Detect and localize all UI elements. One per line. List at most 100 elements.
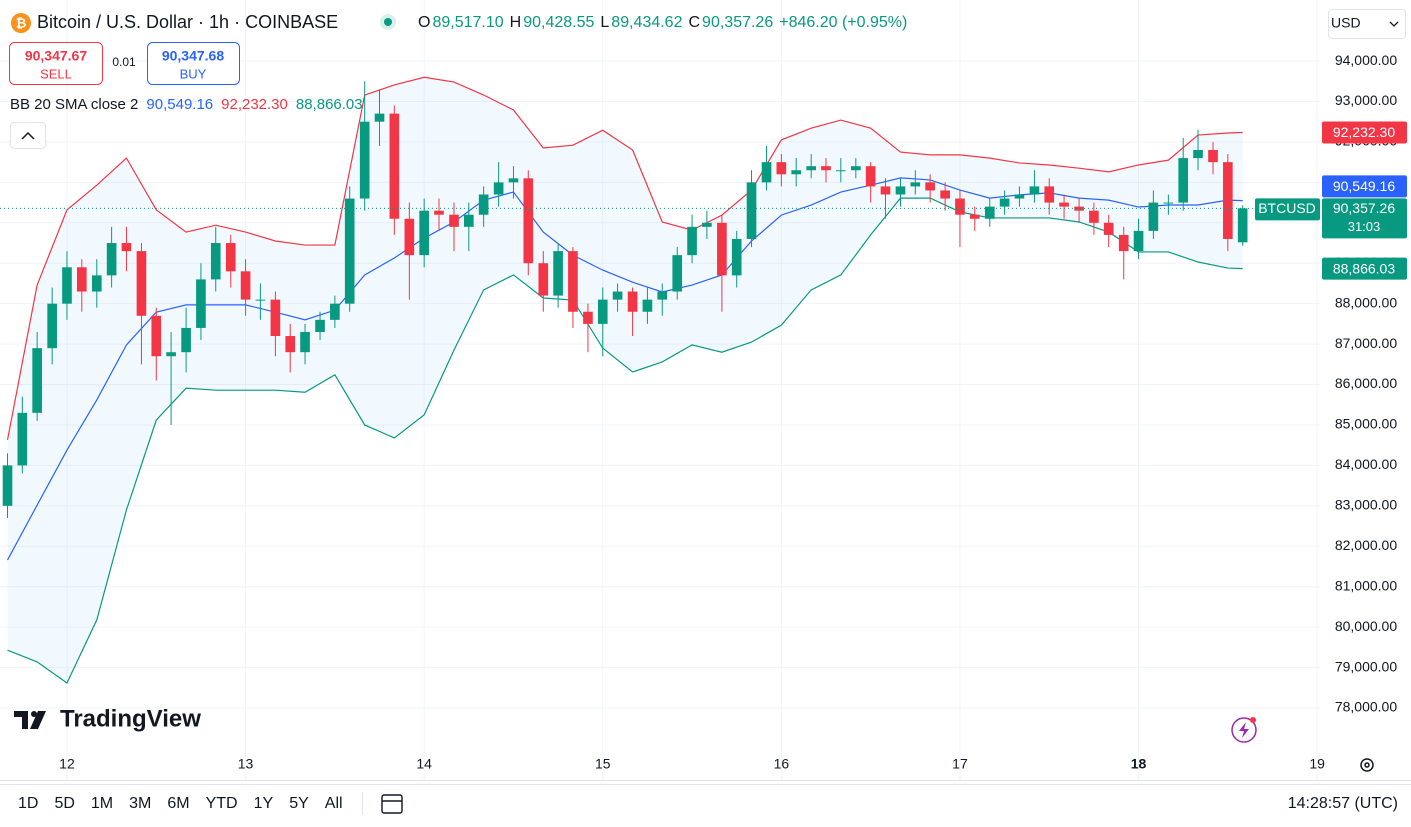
upper-band-tag: 92,232.30 <box>1333 124 1395 140</box>
candle-body <box>791 170 801 175</box>
range-button[interactable]: 1D <box>18 795 38 812</box>
price-tag-countdown: 31:03 <box>1348 219 1381 234</box>
range-button[interactable]: 3M <box>129 795 151 812</box>
candle-body <box>166 352 176 357</box>
candle-body <box>17 412 28 466</box>
candle-body <box>687 226 697 256</box>
candle-body <box>553 251 563 296</box>
toolbar: 14:28:57 (UTC) 1D 5D 1M 3M 6M YTD 1Y 5Y All <box>18 792 1398 815</box>
x-tick-label: 17 <box>952 756 968 772</box>
middle-band-tag: 90,549.16 <box>1333 178 1395 194</box>
range-button[interactable]: All <box>325 795 343 812</box>
indicator-label[interactable]: BB 20 SMA close 2 <box>10 96 138 113</box>
candle-body <box>508 178 519 183</box>
y-tick-label: 83,000.00 <box>1335 497 1397 513</box>
candle-body <box>999 198 1010 207</box>
sell-button[interactable] <box>9 42 103 85</box>
x-tick-label: 13 <box>238 756 254 772</box>
y-tick-label: 81,000.00 <box>1335 577 1397 593</box>
candle-body <box>523 178 534 264</box>
candle-body <box>2 465 13 506</box>
y-tick-label: 80,000.00 <box>1335 618 1397 634</box>
candle-body <box>1223 162 1233 239</box>
candle-body <box>672 255 683 292</box>
buy-button[interactable] <box>147 42 240 85</box>
ohlc-key: L <box>600 14 609 31</box>
candle-body <box>969 214 980 219</box>
candle-body <box>717 222 727 276</box>
candle-body <box>1163 202 1174 204</box>
range-button[interactable]: 6M <box>167 795 189 812</box>
candle-body <box>612 291 623 300</box>
settings-icon[interactable] <box>1360 758 1374 772</box>
candle-body <box>285 336 296 353</box>
range-button[interactable]: 5Y <box>289 795 309 812</box>
candle-body <box>1044 186 1055 203</box>
candle-body <box>32 348 42 413</box>
candle-body <box>955 198 965 215</box>
candle-body <box>315 319 325 332</box>
range-button[interactable]: 1Y <box>254 795 274 812</box>
x-tick-label: 12 <box>59 756 75 772</box>
collapse-icon <box>21 131 35 140</box>
collapse-button[interactable] <box>10 122 46 149</box>
market-status[interactable] <box>384 18 392 26</box>
candle-body <box>806 166 816 171</box>
band-line <box>6 76 1243 441</box>
ohlc-key: O <box>418 14 430 31</box>
candle-body <box>1208 150 1218 163</box>
candle-body <box>255 299 266 301</box>
candle-body <box>210 243 221 280</box>
band-fill <box>7 77 1243 683</box>
price-tag-value: 90,357.26 <box>1333 200 1395 216</box>
logo-mark-a <box>14 711 28 729</box>
candle-body <box>1014 194 1025 199</box>
candle-body <box>761 162 772 183</box>
candle-body <box>374 113 385 122</box>
symbol-tag: BTCUSD <box>1258 200 1316 216</box>
ohlc-value: 89,517.10 <box>432 14 503 31</box>
candle-body <box>62 267 72 304</box>
x-tick-label: 16 <box>774 756 790 772</box>
candle-body <box>300 331 310 353</box>
y-tick-label: 84,000.00 <box>1335 456 1397 472</box>
candle-body <box>895 186 906 195</box>
candle-body <box>821 166 831 171</box>
range-button[interactable]: YTD <box>206 795 238 812</box>
candle-body <box>181 327 191 353</box>
candle-body <box>731 238 742 276</box>
middle-band-tag-bg <box>1322 175 1407 198</box>
clock[interactable]: 14:28:57 (UTC) <box>1288 795 1398 812</box>
y-tick-label: 86,000.00 <box>1335 375 1397 391</box>
y-tick-label: 93,000.00 <box>1335 92 1397 108</box>
axes: 78,000.00 79,000.00 80,000.00 81,000.00 82,0… <box>59 52 1407 772</box>
price-tag-bg <box>1322 198 1407 239</box>
logo: TradingView <box>14 705 201 732</box>
candle-body <box>702 222 712 227</box>
candle-body <box>1133 230 1144 252</box>
btc-icon-glyph: ₿ <box>16 15 27 30</box>
candle-body <box>1237 208 1248 243</box>
candle-body <box>225 243 236 272</box>
range-button[interactable]: 5D <box>54 795 74 812</box>
header: ₿ Bitcoin / U.S. Dollar · 1h · COINBASE … <box>11 12 907 33</box>
buy-label: BUY <box>180 66 207 81</box>
candle-body <box>151 315 162 357</box>
sell-price: 90,347.67 <box>25 48 87 64</box>
x-tick-label: 18 <box>1131 756 1147 772</box>
candle-body <box>865 166 876 187</box>
symbol-title[interactable]: Bitcoin / U.S. Dollar · 1h · COINBASE <box>37 12 338 32</box>
candle-body <box>478 194 489 215</box>
range-button[interactable]: 1M <box>91 795 113 812</box>
candle-body <box>1178 158 1189 203</box>
candle-body <box>1103 222 1114 235</box>
ohlc-value: 90,428.55 <box>523 14 594 31</box>
currency-select[interactable] <box>1328 9 1406 39</box>
candle-body <box>389 113 400 219</box>
calendar-icon[interactable] <box>381 794 403 814</box>
change: +846.20 (+0.95%) <box>779 14 907 31</box>
x-tick-label: 14 <box>416 756 432 772</box>
ohlc-key: C <box>688 14 700 31</box>
candle-body <box>196 279 206 328</box>
candle-body <box>984 206 995 219</box>
